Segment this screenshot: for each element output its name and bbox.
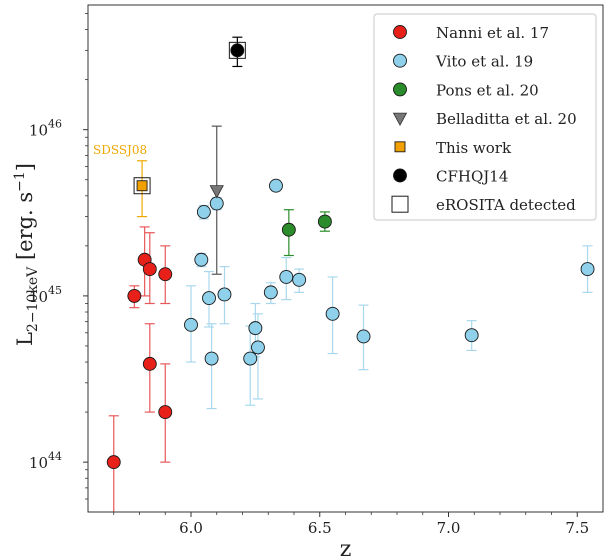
legend-label: Nanni et al. 17 (436, 24, 549, 42)
point-legend-6 (391, 195, 409, 213)
point-4-0 (136, 180, 148, 192)
point-3-0 (209, 185, 224, 199)
y-tick-base: 10 (29, 122, 48, 140)
x-tick-label: 7.0 (437, 519, 461, 537)
legend-item: Vito et al. 19 (393, 53, 533, 71)
point-1-9 (251, 340, 265, 355)
point-0-4 (158, 267, 173, 282)
plot-area: SDSSJ08 (93, 36, 595, 512)
legend-item: This work (394, 139, 512, 157)
y-tick-base: 10 (29, 454, 48, 472)
point-legend-4 (394, 141, 406, 153)
point-1-1 (194, 252, 209, 267)
point-5-0 (230, 43, 245, 58)
errorbar-0-0 (108, 415, 119, 512)
point-1-13 (292, 272, 307, 287)
point-1-3 (202, 291, 216, 306)
point-1-10 (263, 285, 278, 300)
legend-label: Vito et al. 19 (435, 53, 533, 71)
point-legend-3 (392, 112, 408, 126)
point-1-17 (580, 262, 595, 277)
point-legend-1 (393, 53, 407, 68)
legend: Nanni et al. 17 Vito et al. 19 Pons et al.… (373, 13, 597, 221)
legend-label: eROSITA detected (436, 196, 576, 214)
y-axis-title: L2−10keV [erg. s−1] (12, 163, 41, 346)
point-1-7 (243, 351, 258, 366)
y-tick-exp: 45 (48, 284, 62, 297)
y-tick-exp: 44 (48, 450, 62, 463)
x-tick-label: 6.5 (308, 519, 332, 537)
legend-item: CFHQJ14 (393, 168, 508, 186)
legend-item: Belladitta et al. 20 (392, 110, 577, 128)
point-1-16 (464, 328, 479, 343)
legend-box (373, 13, 597, 221)
point-0-1 (127, 288, 142, 303)
legend-item: eROSITA detected (391, 195, 576, 214)
point-0-5 (142, 356, 157, 371)
point-2-1 (317, 214, 332, 229)
legend-label: Belladitta et al. 20 (436, 110, 577, 128)
y-tick-base: 10 (29, 288, 48, 306)
x-tick-label: 7.5 (565, 519, 589, 537)
point-1-14 (325, 306, 340, 321)
y-tick-exp: 46 (48, 118, 62, 131)
x-tick-label: 6.0 (179, 519, 203, 537)
y-tick-label: 1044 (29, 450, 62, 472)
point-1-12 (279, 270, 294, 284)
legend-item: Pons et al. 20 (393, 81, 539, 99)
point-0-0 (106, 455, 121, 470)
legend-label: Pons et al. 20 (436, 81, 539, 99)
x-axis-title: z (340, 537, 352, 560)
legend-item: Nanni et al. 17 (393, 24, 549, 42)
errorbar-1-7 (245, 325, 256, 406)
point-legend-2 (393, 82, 407, 97)
point-1-0 (184, 317, 198, 332)
point-1-15 (356, 329, 371, 344)
point-0-3 (142, 262, 157, 277)
y-tick-label: 1046 (29, 118, 62, 140)
point-1-11 (269, 178, 283, 193)
y-tick-label: 1045 (29, 284, 62, 306)
point-1-5 (209, 196, 224, 211)
point-1-4 (204, 351, 219, 366)
legend-label: CFHQJ14 (436, 168, 508, 186)
point-legend-5 (393, 168, 407, 183)
point-6-1 (228, 41, 246, 59)
point-1-2 (196, 204, 211, 219)
legend-label: This work (436, 139, 512, 157)
errorbar-1-4 (206, 323, 217, 410)
point-2-0 (281, 222, 296, 237)
annotation-label: SDSSJ08 (93, 143, 147, 157)
point-legend-0 (393, 25, 407, 39)
point-1-6 (217, 287, 232, 302)
point-6-0 (133, 177, 151, 195)
point-0-6 (158, 405, 173, 420)
point-1-8 (248, 321, 263, 336)
